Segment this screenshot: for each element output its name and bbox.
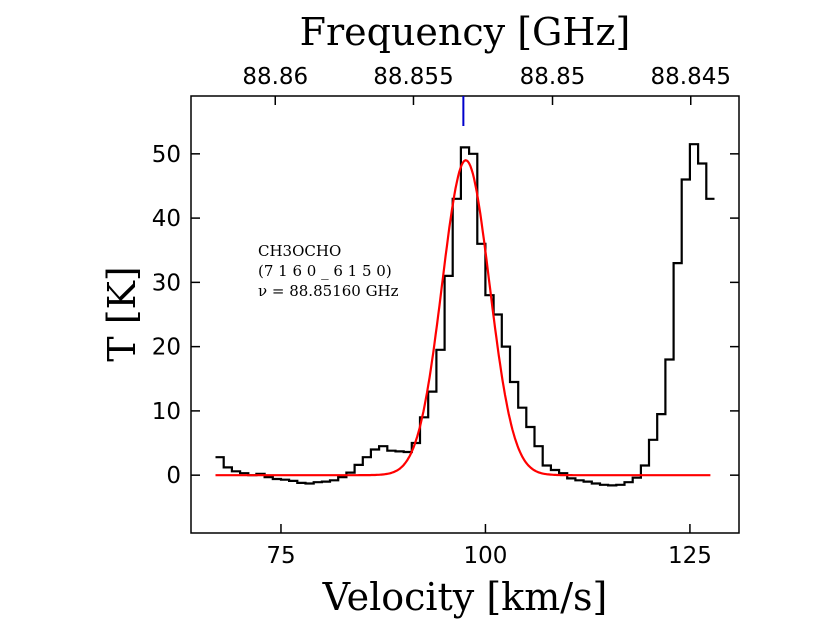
top-axis-title: Frequency [GHz]	[300, 10, 631, 54]
left-tick-label: 50	[152, 142, 181, 168]
annotation-transition: (7 1 6 0 _ 6 1 5 0)	[258, 262, 392, 280]
gaussian-fit-line	[215, 159, 711, 477]
left-tick-label: 30	[152, 270, 181, 296]
annotation-frequency: ν = 88.85160 GHz	[258, 282, 399, 300]
left-tick-label: 40	[152, 206, 181, 232]
plot-frame	[190, 95, 740, 534]
bottom-axis-ticks: 75 100 125	[266, 524, 712, 569]
left-axis-ticks: 0 10 20 30 40 50	[152, 142, 739, 489]
annotation-molecule: CH3OCHO	[258, 242, 341, 260]
left-tick-label: 20	[152, 335, 181, 361]
y-axis-title: T [K]	[100, 266, 144, 361]
top-tick-label: 88.85	[520, 64, 586, 90]
bottom-tick-label: 75	[266, 543, 295, 569]
bottom-tick-label: 125	[668, 543, 712, 569]
left-tick-label: 0	[166, 463, 181, 489]
bottom-tick-label: 100	[463, 543, 507, 569]
top-tick-label: 88.845	[651, 64, 731, 90]
top-tick-label: 88.855	[373, 64, 453, 90]
x-axis-title: Velocity [km/s]	[322, 575, 608, 619]
top-tick-label: 88.86	[242, 64, 308, 90]
top-axis-ticks: 88.86 88.855 88.85 88.845	[242, 64, 731, 105]
observed-spectrum-line	[215, 143, 715, 487]
left-tick-label: 10	[152, 399, 181, 425]
